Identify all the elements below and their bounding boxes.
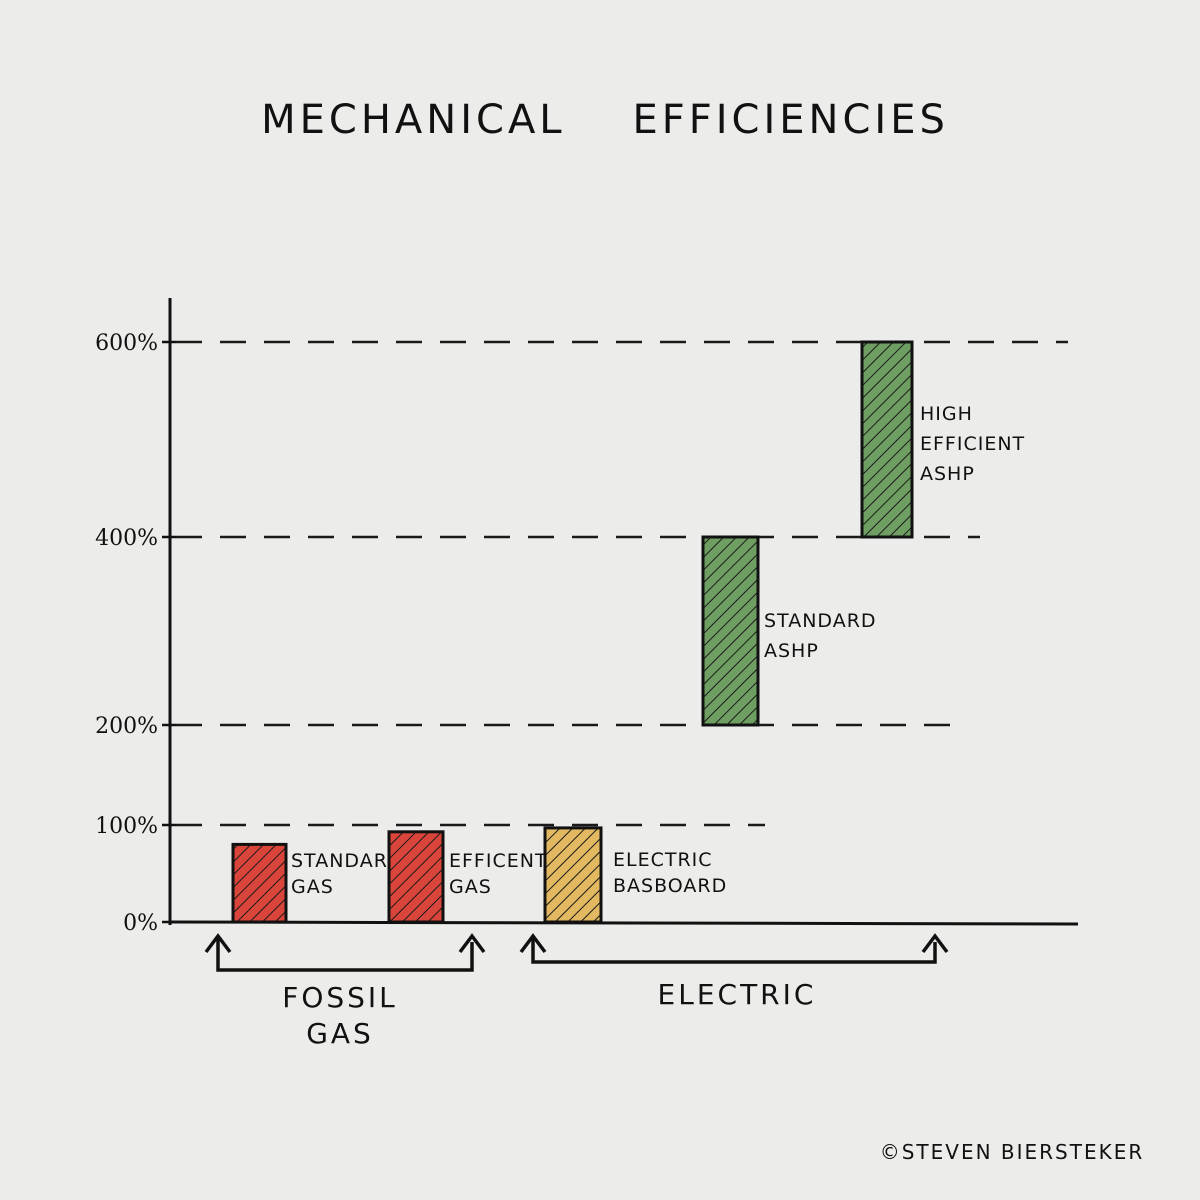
chart-title: MECHANICAL EFFICIENCIES	[261, 97, 949, 143]
group-label: ELECTRIC	[658, 978, 817, 1011]
bar-label: GAS	[291, 876, 334, 898]
bar-outline	[701, 535, 760, 727]
bar-label: STANDARD	[764, 610, 877, 632]
bar-label: ASHP	[920, 463, 975, 485]
y-tick-label: 100%	[95, 814, 158, 839]
bar-label: ELECTRIC	[613, 849, 713, 871]
bar-layer: STANDARD GAS EFFICENT GAS ELECTRIC BASBOARD ST…	[231, 340, 1025, 924]
group-bracket	[531, 938, 937, 964]
y-tick-label: 0%	[123, 911, 158, 936]
bracket-arrowhead	[204, 933, 232, 954]
bracket-arrowhead	[519, 933, 547, 954]
x-axis	[169, 920, 1079, 926]
bracket-arrowhead	[458, 933, 486, 954]
bar-label: BASBOARD	[613, 875, 727, 897]
bar-label: STANDARD	[291, 850, 404, 872]
credit-text: ©STEVEN BIERSTEKER	[880, 1140, 1145, 1164]
group-label: GAS	[306, 1017, 374, 1050]
group-label: FOSSIL	[282, 981, 398, 1014]
bar-label: HIGH	[920, 403, 973, 425]
grid-layer	[176, 340, 1068, 827]
bar-label: GAS	[449, 876, 492, 898]
group-bracket	[216, 938, 474, 972]
tick-layer: 0% 100% 200% 400% 600%	[95, 331, 176, 936]
bar-outline	[543, 826, 603, 924]
bar-outline	[860, 340, 914, 539]
y-tick-label: 600%	[95, 331, 158, 356]
y-tick-label: 400%	[95, 526, 158, 551]
bar-label: ASHP	[764, 640, 819, 662]
bar-label: EFFICIENT	[920, 433, 1025, 455]
bar-label: EFFICENT	[449, 850, 548, 872]
bar-outline	[231, 842, 288, 924]
bracket-arrowhead	[921, 933, 949, 954]
bar-outline	[387, 830, 445, 924]
y-tick-label: 200%	[95, 714, 158, 739]
